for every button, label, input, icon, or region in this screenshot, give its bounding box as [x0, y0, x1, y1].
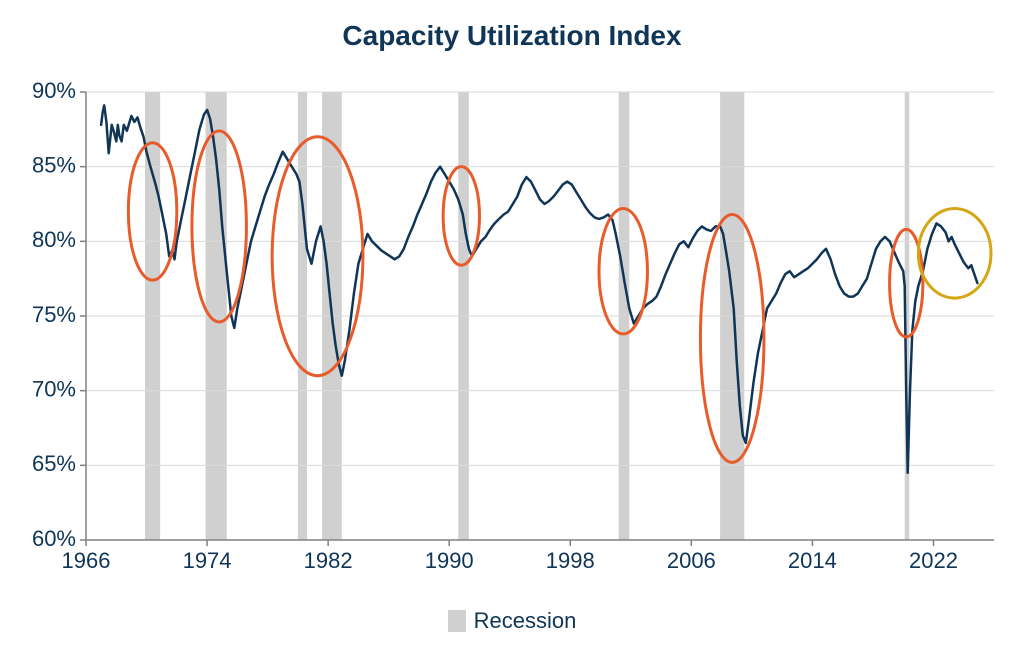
legend: Recession — [0, 608, 1024, 634]
svg-text:85%: 85% — [32, 152, 76, 177]
svg-text:80%: 80% — [32, 227, 76, 252]
svg-text:75%: 75% — [32, 302, 76, 327]
svg-text:1974: 1974 — [183, 548, 232, 573]
legend-label: Recession — [474, 608, 577, 634]
svg-text:1966: 1966 — [62, 548, 111, 573]
svg-text:2014: 2014 — [788, 548, 837, 573]
svg-text:1990: 1990 — [425, 548, 474, 573]
legend-swatch — [448, 610, 466, 632]
chart-plot: 60%65%70%75%80%85%90%1966197419821990199… — [0, 0, 1024, 672]
svg-text:1982: 1982 — [304, 548, 353, 573]
svg-text:90%: 90% — [32, 78, 76, 103]
chart-title: Capacity Utilization Index — [0, 20, 1024, 52]
chart-container: Capacity Utilization Index 60%65%70%75%8… — [0, 0, 1024, 672]
svg-text:2006: 2006 — [667, 548, 716, 573]
svg-text:2022: 2022 — [909, 548, 958, 573]
svg-text:65%: 65% — [32, 451, 76, 476]
svg-text:1998: 1998 — [546, 548, 595, 573]
svg-text:70%: 70% — [32, 376, 76, 401]
